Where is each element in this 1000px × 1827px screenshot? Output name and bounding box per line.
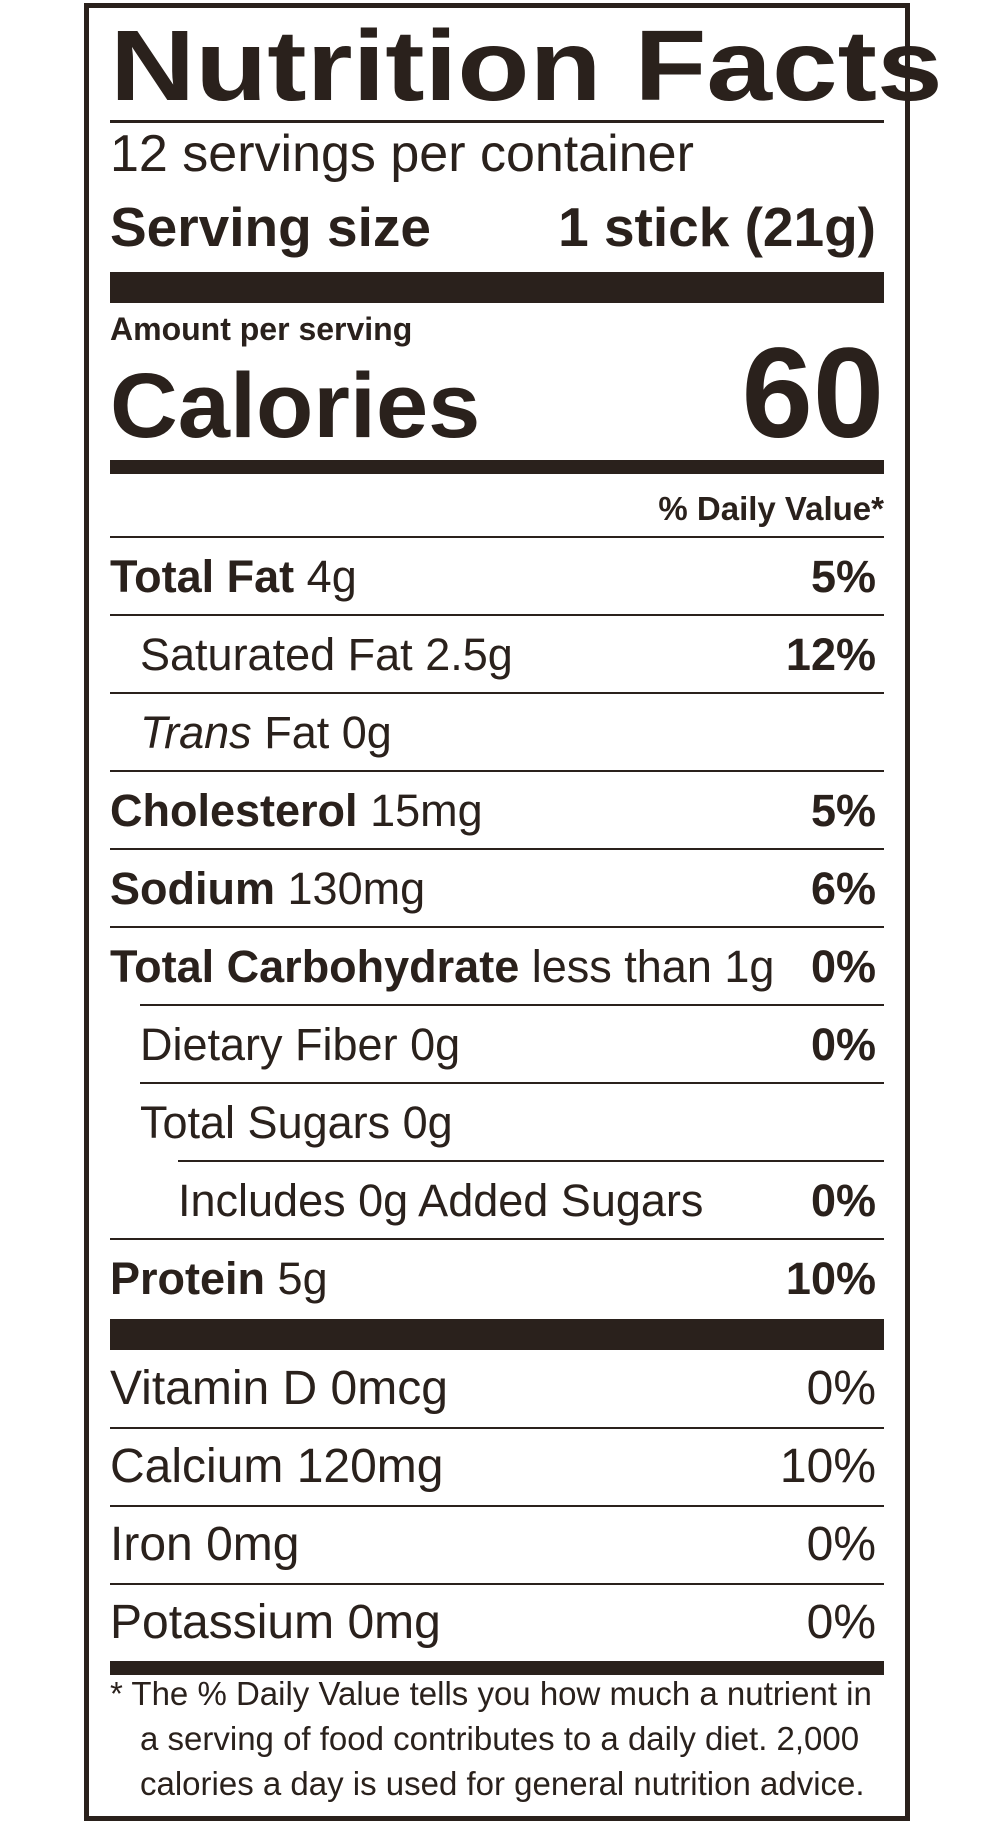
nutrient-name: Sodium (110, 862, 275, 914)
row-divider (110, 1427, 884, 1429)
daily-value-header: % Daily Value* (658, 490, 884, 527)
calories-divider (110, 460, 884, 474)
footnote-divider (110, 1661, 884, 1675)
row-divider (110, 848, 884, 850)
vitamin-row-iron: Iron 0mg 0% (110, 1507, 876, 1583)
amount-per-serving: Amount per serving (110, 311, 413, 347)
nutrient-dv: 5% (810, 550, 876, 602)
vitamin-dv: 0% (806, 1362, 876, 1415)
vitamin-row-potassium: Potassium 0mg 0% (110, 1585, 876, 1661)
nutrient-row-cholesterol: Cholesterol 15mg 5% (110, 772, 876, 848)
label-title: Nutrition Facts (110, 10, 943, 122)
nutrient-name: Total Sugars (140, 1096, 391, 1148)
nutrient-dv: 0% (810, 1018, 876, 1070)
row-divider (140, 1004, 884, 1006)
row-divider (110, 692, 884, 694)
calories-label: Calories (110, 355, 481, 457)
vitamin-name: Iron (110, 1518, 193, 1571)
nutrient-row-total-fat: Total Fat 4g 5% (110, 538, 876, 614)
row-divider (110, 926, 884, 928)
vitamin-row-vitamin-d: Vitamin D 0mcg 0% (110, 1351, 876, 1427)
nutrient-row-dietary-fiber: Dietary Fiber 0g 0% (110, 1006, 876, 1082)
nutrient-name: Dietary Fiber (140, 1018, 398, 1070)
vitamin-amount: 0mg (206, 1518, 300, 1571)
vitamin-amount: 120mg (296, 1440, 444, 1493)
nutrient-amount: less than 1g (531, 940, 775, 992)
thick-divider-vitamins (110, 1319, 884, 1350)
label-content: Nutrition Facts 12 servings per containe… (110, 8, 943, 1816)
row-divider (140, 1082, 884, 1084)
nutrient-row-trans-fat: Trans Fat 0g (110, 694, 876, 770)
nutrient-row-total-sugars: Total Sugars 0g (110, 1084, 876, 1160)
row-divider (110, 1505, 884, 1507)
nutrient-amount: 0g (410, 1018, 461, 1070)
nutrient-name-italic: Trans (140, 706, 252, 758)
serving-size-label: Serving size (110, 196, 431, 258)
nutrient-dv: 6% (810, 862, 876, 914)
daily-value-footnote: * The % Daily Value tells you how much a… (110, 1671, 884, 1806)
nutrient-name: Saturated Fat (140, 628, 413, 680)
vitamin-name: Calcium (110, 1440, 284, 1493)
nutrient-name: Total Carbohydrate (110, 940, 520, 992)
serving-size-value: 1 stick (21g) (558, 196, 876, 258)
nutrient-amount: 15mg (370, 784, 483, 836)
nutrient-row-total-carbohydrate: Total Carbohydrate less than 1g 0% (110, 928, 876, 1004)
nutrient-dv: 12% (785, 628, 876, 680)
row-divider (110, 1583, 884, 1585)
nutrient-name: Total Fat (110, 550, 295, 602)
vitamin-name: Potassium (110, 1596, 335, 1649)
nutrient-row-saturated-fat: Saturated Fat 2.5g 12% (110, 616, 876, 692)
nutrient-dv: 5% (810, 784, 876, 836)
nutrient-name: Protein (110, 1252, 266, 1304)
servings-per-container: 12 servings per container (110, 125, 694, 183)
nutrient-row-protein: Protein 5g 10% (110, 1240, 876, 1316)
vitamin-dv: 0% (806, 1596, 876, 1649)
nutrient-dv: 0% (810, 1174, 876, 1226)
row-divider (178, 1160, 884, 1162)
nutrient-row-sodium: Sodium 130mg 6% (110, 850, 876, 926)
nutrient-name: Cholesterol (110, 784, 358, 836)
vitamin-amount: 0mg (347, 1596, 441, 1649)
footnote-line-1: * The % Daily Value tells you how much a… (110, 1675, 872, 1712)
nutrient-name: Fat (264, 706, 330, 758)
title-divider (110, 120, 884, 123)
nutrient-dv: 0% (810, 940, 876, 992)
footnote-line-3: calories a day is used for general nutri… (140, 1765, 865, 1802)
nutrient-name: Includes 0g Added Sugars (178, 1174, 704, 1226)
vitamin-dv: 10% (779, 1440, 876, 1493)
row-divider (110, 1238, 884, 1240)
vitamin-dv: 0% (806, 1518, 876, 1571)
nutrient-amount: 4g (306, 550, 357, 602)
thick-divider-top (110, 272, 884, 303)
nutrient-amount: 0g (402, 1096, 453, 1148)
vitamin-name: Vitamin D (110, 1362, 318, 1415)
row-divider (110, 770, 884, 772)
footnote-line-2: a serving of food contributes to a daily… (140, 1720, 860, 1757)
vitamin-amount: 0mcg (330, 1362, 448, 1415)
nutrient-amount: 0g (341, 706, 392, 758)
nutrient-amount: 5g (277, 1252, 328, 1304)
nutrition-facts-label: Nutrition Facts 12 servings per containe… (84, 3, 943, 1821)
serving-size-row: Serving size 1 stick (21g) (110, 200, 876, 255)
nutrient-amount: 130mg (287, 862, 426, 914)
vitamin-row-calcium: Calcium 120mg 10% (110, 1429, 876, 1505)
calories-value: 60 (741, 322, 884, 465)
nutrient-amount: 2.5g (425, 628, 513, 680)
row-divider (110, 614, 884, 616)
nutrient-row-added-sugars: Includes 0g Added Sugars 0% (110, 1162, 876, 1238)
dv-header-divider (110, 536, 884, 538)
nutrient-dv: 10% (785, 1252, 876, 1304)
